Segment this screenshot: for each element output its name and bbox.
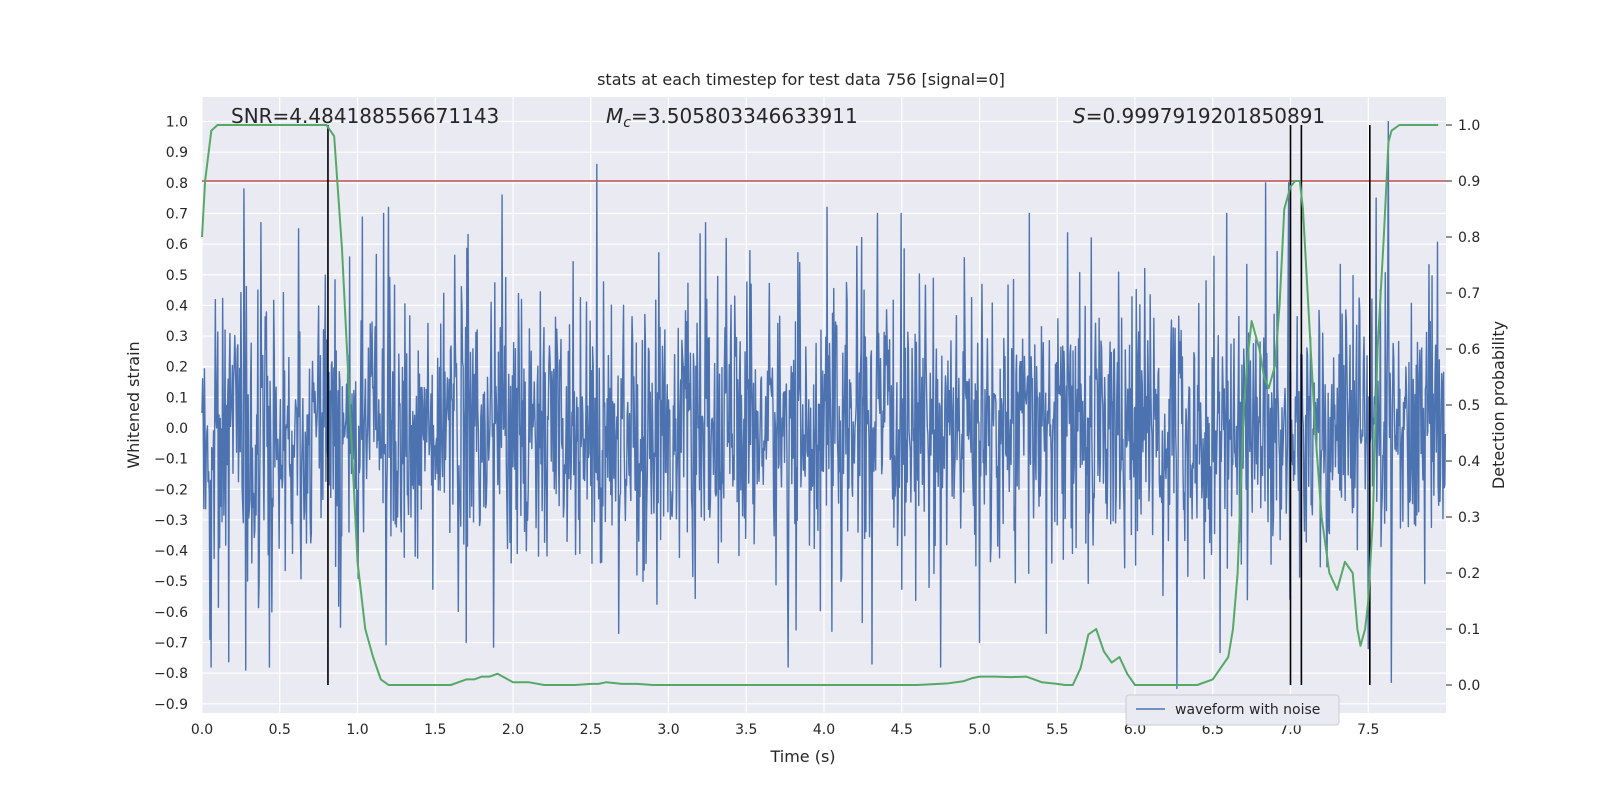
y-tick-label-left: −0.1 <box>154 452 188 468</box>
chirp-mass-annotation: Mc=3.505803346633911 <box>606 104 858 131</box>
s-annotation: S=0.9997919201850891 <box>1073 104 1325 128</box>
x-tick-label: 1.5 <box>424 722 446 738</box>
chart-title: stats at each timestep for test data 756… <box>597 70 1005 89</box>
chirp-mass-value: =3.505803346633911 <box>631 104 858 128</box>
y-tick-label-left: −0.9 <box>154 697 188 713</box>
y-axis-label-left: Whitened strain <box>124 341 143 468</box>
s-symbol: S <box>1073 104 1086 128</box>
x-tick-label: 3.5 <box>735 722 757 738</box>
y-tick-label-right: 0.8 <box>1458 230 1480 246</box>
y-tick-label-right: 1.0 <box>1458 118 1480 134</box>
y-tick-label-left: 0.3 <box>166 329 188 345</box>
x-tick-label: 2.0 <box>502 722 524 738</box>
x-tick-label: 1.0 <box>346 722 368 738</box>
y-tick-label-left: −0.3 <box>154 513 188 529</box>
y-tick-label-right: 0.1 <box>1458 622 1480 638</box>
chirp-mass-subscript: c <box>623 115 631 131</box>
x-tick-label: 2.5 <box>580 722 602 738</box>
y-tick-label-left: 0.1 <box>166 390 188 406</box>
x-tick-label: 4.5 <box>891 722 913 738</box>
y-tick-label-left: 0.7 <box>166 206 188 222</box>
y-tick-label-right: 0.6 <box>1458 342 1480 358</box>
x-tick-label: 0.5 <box>269 722 291 738</box>
y-axis-label-right: Detection probability <box>1489 321 1508 489</box>
x-tick-label: 3.0 <box>657 722 679 738</box>
y-tick-label-left: 0.0 <box>166 421 188 437</box>
x-tick-label: 6.0 <box>1124 722 1146 738</box>
y-tick-label-left: 0.4 <box>166 298 188 314</box>
y-tick-label-right: 0.0 <box>1458 678 1480 694</box>
y-tick-label-right: 0.5 <box>1458 398 1480 414</box>
y-tick-label-left: 0.8 <box>166 176 188 192</box>
x-tick-label: 5.5 <box>1046 722 1068 738</box>
y-tick-label-right: 0.7 <box>1458 286 1480 302</box>
x-tick-label: 6.5 <box>1202 722 1224 738</box>
y-tick-label-left: −0.8 <box>154 666 188 682</box>
y-tick-label-right: 0.3 <box>1458 510 1480 526</box>
x-tick-label: 0.0 <box>191 722 213 738</box>
y-tick-label-left: 0.9 <box>166 145 188 161</box>
y-tick-label-left: 1.0 <box>166 115 188 131</box>
y-tick-label-left: −0.5 <box>154 574 188 590</box>
x-tick-label: 7.0 <box>1279 722 1301 738</box>
y-tick-label-right: 0.4 <box>1458 454 1480 470</box>
detection-probability-series <box>201 124 1439 686</box>
waveform-series <box>201 120 1447 690</box>
x-tick-label: 4.0 <box>813 722 835 738</box>
y-tick-label-left: 0.6 <box>166 237 188 253</box>
y-tick-label-right: 0.9 <box>1458 174 1480 190</box>
snr-annotation: SNR=4.484188556671143 <box>231 104 499 128</box>
x-axis-label: Time (s) <box>769 747 835 766</box>
x-tick-label: 5.0 <box>968 722 990 738</box>
chirp-mass-symbol: M <box>606 104 623 128</box>
legend-box <box>1125 694 1340 726</box>
y-tick-label-left: −0.2 <box>154 482 188 498</box>
s-value: =0.9997919201850891 <box>1086 104 1325 128</box>
x-tick-label: 7.5 <box>1357 722 1379 738</box>
y-tick-label-left: −0.6 <box>154 605 188 621</box>
y-tick-label-left: 0.5 <box>166 268 188 284</box>
legend: waveform with noise <box>1125 694 1340 726</box>
legend-waveform-label: waveform with noise <box>1175 702 1320 718</box>
y-tick-label-left: −0.7 <box>154 636 188 652</box>
y-tick-label-left: 0.2 <box>166 360 188 376</box>
y-tick-label-left: −0.4 <box>154 544 188 560</box>
y-tick-label-right: 0.2 <box>1458 566 1480 582</box>
